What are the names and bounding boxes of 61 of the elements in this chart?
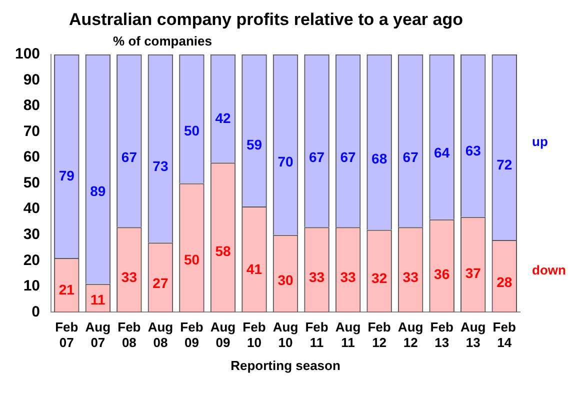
y-tick-label: 40 <box>23 200 40 218</box>
data-label: 41 <box>246 260 262 277</box>
data-label: 59 <box>246 136 262 153</box>
x-tick-label: Feb 11 <box>305 320 328 350</box>
x-tick-label: Aug 11 <box>335 320 361 350</box>
x-tick-label: Aug 10 <box>272 320 298 350</box>
y-tick-label: 30 <box>23 226 40 243</box>
data-label: 11 <box>90 292 106 308</box>
y-axis-title: % of companies <box>113 33 212 48</box>
chart-title: Australian company profits relative to a year ago <box>69 10 463 29</box>
data-label: 37 <box>465 264 482 281</box>
x-tick-label: Feb 10 <box>242 320 266 350</box>
y-tick-label: 90 <box>23 71 40 88</box>
y-tick-label: 20 <box>23 252 40 269</box>
data-label: 72 <box>496 156 512 173</box>
data-label: 36 <box>434 266 450 282</box>
data-label: 70 <box>278 154 294 170</box>
data-label: 67 <box>402 148 419 165</box>
data-label: 21 <box>58 281 75 298</box>
data-label: 67 <box>340 148 356 165</box>
x-tick-label: Aug 07 <box>85 320 111 350</box>
data-label: 30 <box>278 272 294 288</box>
data-label: 33 <box>340 269 356 286</box>
data-label: 33 <box>402 269 419 286</box>
x-tick-label: Feb 07 <box>55 320 78 350</box>
x-tick-label: Feb 12 <box>368 320 391 350</box>
data-label: 28 <box>496 274 512 290</box>
data-label: 58 <box>215 243 231 260</box>
x-tick-label: Feb 13 <box>430 320 454 350</box>
data-label: 79 <box>58 167 75 184</box>
x-tick-label: Aug 09 <box>210 320 236 350</box>
x-tick-label: Aug 12 <box>398 320 424 350</box>
y-tick-label: 0 <box>32 303 40 320</box>
data-label: 68 <box>372 150 388 166</box>
series-label: down <box>532 262 566 278</box>
x-tick-label: Aug 08 <box>148 320 174 350</box>
data-label: 27 <box>152 275 168 292</box>
series-label: up <box>532 134 548 149</box>
x-tick-label: Feb 08 <box>118 320 141 350</box>
data-label: 64 <box>434 144 450 160</box>
data-label: 67 <box>308 148 325 165</box>
data-label: 67 <box>121 148 138 165</box>
y-tick-label: 80 <box>23 97 40 114</box>
y-tick-label: 70 <box>23 122 40 140</box>
data-label: 73 <box>152 158 168 174</box>
data-label: 42 <box>215 110 231 126</box>
y-tick-label: 100 <box>14 46 40 63</box>
y-tick-label: 10 <box>23 278 40 295</box>
x-tick-label: Feb 09 <box>180 320 204 350</box>
x-tick-label: Aug 13 <box>460 320 486 350</box>
x-axis-title: Reporting season <box>230 358 340 373</box>
data-label: 33 <box>308 269 325 286</box>
data-label: 63 <box>465 142 482 159</box>
data-label: 50 <box>184 252 200 268</box>
data-label: 89 <box>90 182 106 199</box>
y-tick-label: 50 <box>23 174 40 192</box>
y-tick-label: 60 <box>23 148 40 166</box>
data-label: 32 <box>372 270 388 286</box>
data-label: 50 <box>184 122 200 139</box>
x-tick-label: Feb 14 <box>492 320 516 350</box>
data-label: 33 <box>121 269 138 286</box>
